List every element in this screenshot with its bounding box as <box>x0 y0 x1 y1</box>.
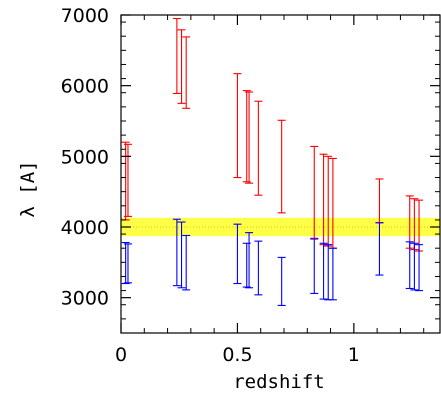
series-1 <box>121 218 424 306</box>
highlight-band-layer <box>121 217 440 237</box>
y-tick-label: 5000 <box>61 146 109 168</box>
labels-layer: redshift λ [A] <box>17 160 325 393</box>
y-tick-label: 4000 <box>61 217 109 239</box>
x-tick-label: 0.5 <box>222 344 252 366</box>
y-tick-label: 3000 <box>61 288 109 310</box>
axes-layer: 3000 4000 5000 6000 7000 0 0.5 1 <box>61 5 441 366</box>
x-axis-label: redshift <box>233 371 325 393</box>
y-tick-label: 7000 <box>61 5 109 27</box>
plot-frame <box>120 14 441 334</box>
y-tick-label: 6000 <box>61 76 109 98</box>
y-axis-label: λ [A] <box>17 160 39 217</box>
x-tick-label: 0 <box>115 344 127 366</box>
x-tick-label: 1 <box>348 344 360 366</box>
